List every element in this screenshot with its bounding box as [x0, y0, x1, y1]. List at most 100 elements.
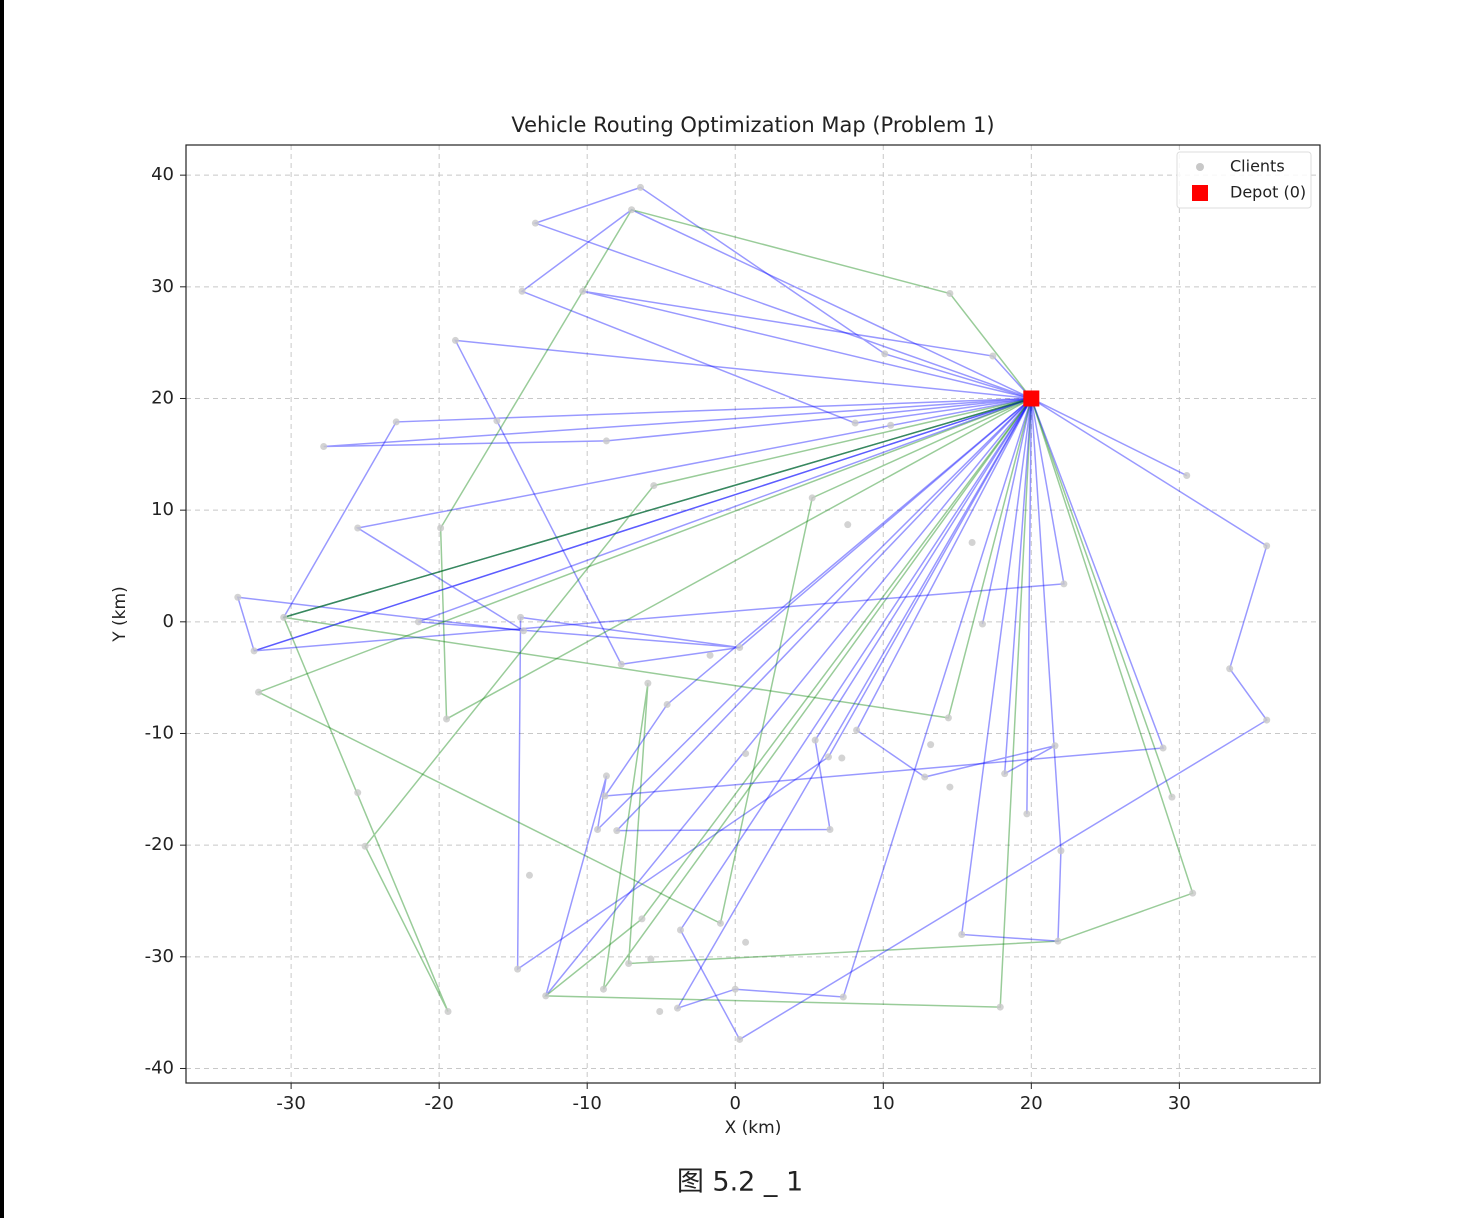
client-point	[676, 926, 684, 934]
client-point	[525, 871, 533, 879]
client-point	[1023, 810, 1031, 818]
client-point	[542, 992, 550, 1000]
client-point	[968, 539, 976, 547]
route	[582, 290, 1032, 400]
client-point	[644, 679, 652, 687]
client-point	[946, 290, 954, 298]
x-tick-label: 20	[1020, 1093, 1043, 1114]
route	[323, 397, 1032, 448]
client-point	[628, 206, 636, 214]
client-point	[1060, 580, 1068, 588]
client-point	[443, 715, 451, 723]
client-point	[613, 827, 621, 835]
x-tick-label: 10	[872, 1093, 895, 1114]
y-tick-label: -30	[145, 946, 174, 967]
client-point	[656, 1008, 664, 1016]
client-point	[1263, 542, 1271, 550]
client-point	[320, 443, 328, 450]
client-point	[437, 524, 445, 532]
client-point	[602, 437, 610, 445]
client-point	[958, 930, 966, 938]
client-point	[579, 287, 587, 295]
route	[855, 398, 1056, 778]
client-point	[1051, 742, 1059, 750]
chart-title: Vehicle Routing Optimization Map (Proble…	[511, 113, 994, 137]
client-point	[946, 783, 954, 791]
plot-frame	[185, 144, 1321, 1084]
client-point	[825, 753, 833, 761]
y-tick-label: 20	[151, 387, 174, 408]
client-point	[354, 789, 362, 797]
client-point	[839, 993, 847, 1001]
route	[454, 339, 1032, 666]
client-point	[811, 736, 819, 744]
client-point	[663, 700, 671, 708]
client-point	[1159, 744, 1167, 752]
route	[282, 397, 1032, 1012]
client-point	[354, 524, 362, 532]
client-point	[989, 352, 997, 360]
client-point	[599, 985, 607, 993]
route	[283, 397, 1033, 719]
client-point	[742, 938, 750, 946]
client-point	[742, 750, 750, 758]
route	[603, 397, 1165, 797]
client-point	[255, 688, 263, 696]
client-point	[601, 792, 609, 800]
route	[282, 397, 1032, 619]
y-tick-label: -40	[145, 1057, 174, 1078]
y-tick-label: 30	[151, 276, 174, 297]
route	[602, 398, 1194, 990]
client-point	[451, 336, 459, 344]
client-point	[1001, 770, 1009, 778]
client-point	[518, 287, 526, 295]
client-point	[1189, 889, 1197, 897]
x-axis-label: X (km)	[725, 1118, 782, 1138]
client-point	[844, 521, 852, 529]
client-point	[647, 955, 655, 963]
y-tick-label: -20	[145, 834, 174, 855]
y-tick-label: -10	[145, 722, 174, 743]
legend-box	[1176, 151, 1312, 209]
client-point	[706, 651, 714, 659]
client-point	[736, 644, 744, 651]
client-point	[617, 660, 625, 668]
client-point	[927, 741, 935, 749]
depot-marker	[1023, 390, 1040, 407]
route	[439, 208, 1032, 721]
legend-marker	[1192, 185, 1208, 201]
client-point	[731, 985, 739, 993]
x-tick-label: -20	[424, 1093, 453, 1114]
client-point	[673, 1004, 681, 1012]
client-point	[921, 773, 929, 781]
x-tick-label: -10	[572, 1093, 601, 1114]
client-point	[1226, 665, 1234, 673]
client-point	[650, 482, 658, 490]
client-point	[520, 627, 528, 635]
client-point	[978, 620, 986, 628]
client-point	[881, 350, 889, 358]
client-point	[280, 613, 288, 621]
client-point	[996, 1003, 1004, 1011]
route	[253, 397, 1065, 652]
client-point	[361, 842, 369, 850]
legend-marker	[1196, 163, 1204, 171]
y-tick-label: 40	[151, 164, 174, 185]
client-point	[716, 919, 724, 927]
x-tick-label: 30	[1168, 1093, 1191, 1114]
client-point	[944, 714, 952, 722]
client-point	[514, 965, 522, 973]
left-border	[0, 0, 4, 1218]
client-point	[1168, 793, 1176, 801]
route	[533, 186, 1032, 400]
client-point	[444, 1008, 452, 1016]
client-point	[531, 219, 539, 227]
client-point	[638, 915, 646, 923]
client-point	[594, 826, 602, 834]
y-tick-label: 10	[151, 499, 174, 520]
y-tick-label: 0	[163, 611, 174, 632]
client-point	[602, 772, 610, 780]
client-point	[736, 1035, 744, 1043]
